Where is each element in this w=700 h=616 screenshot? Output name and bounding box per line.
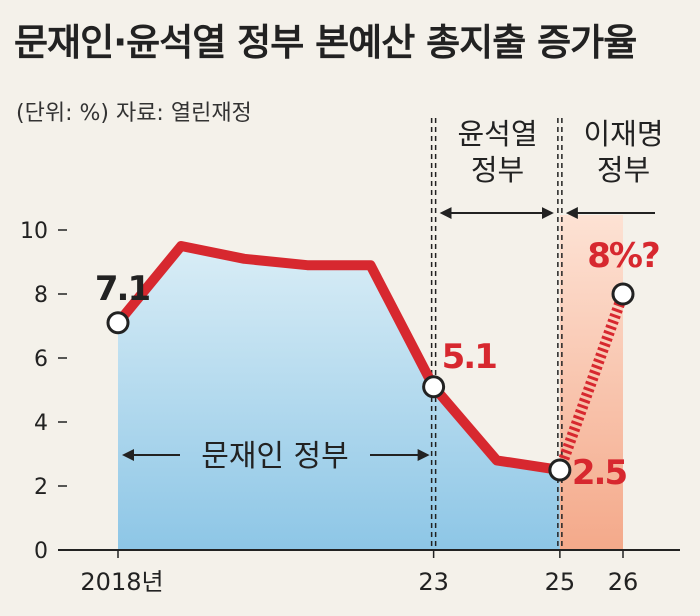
y-tick-label-4: 4 (34, 411, 48, 436)
chart-subtitle: (단위: %) 자료: 열린재정 (16, 101, 252, 126)
area-fill-orange (559, 215, 623, 550)
lee-gov-label-line1: 이재명 (583, 117, 664, 151)
y-tick-label-8: 8 (34, 283, 48, 308)
moon-gov-label: 문재인 정부 (201, 439, 349, 474)
yoon-gov-label: 윤석열 정부 (440, 116, 555, 188)
lee-gov-label: 이재명 정부 (566, 116, 681, 188)
x-axis-ticks: 2018년 23 25 26 (80, 550, 638, 596)
data-marker-2 (548, 458, 572, 482)
x-tick-label-0: 2018년 (80, 568, 163, 596)
yoon-gov-label-line2: 정부 (470, 153, 525, 187)
y-axis: 0 2 4 6 8 10 (20, 219, 680, 564)
x-tick-label-3: 26 (608, 568, 639, 596)
x-tick-label-2: 25 (545, 568, 576, 596)
data-marker-0 (106, 311, 130, 335)
period-arrows: 문재인 정부 (122, 207, 655, 474)
y-tick-label-6: 6 (34, 347, 48, 372)
data-marker-3 (611, 282, 635, 306)
x-tick-label-1: 23 (418, 568, 449, 596)
point-label-1: 5.1 (442, 337, 497, 377)
series-line-1 (554, 292, 629, 472)
point-label-3: 8%? (587, 236, 659, 276)
moon-gov-arrow: 문재인 정부 (122, 439, 430, 474)
y-tick-label-10: 10 (20, 219, 48, 244)
data-markers (106, 282, 635, 482)
data-labels: 7.1 5.1 2.5 8%? (95, 236, 661, 493)
point-label-2: 2.5 (572, 453, 627, 493)
lee-gov-label-line2: 정부 (596, 153, 651, 187)
chart-title: 문재인·윤석열 정부 본예산 총지출 증가율 (14, 21, 637, 64)
y-tick-label-2: 2 (34, 475, 48, 500)
point-label-0: 7.1 (95, 269, 150, 309)
period-backgrounds (118, 215, 623, 550)
area-fill-blue (118, 246, 560, 550)
series-line-0 (113, 241, 565, 475)
data-marker-1 (422, 375, 446, 399)
y-tick-label-0: 0 (34, 539, 48, 564)
data-lines (113, 241, 629, 475)
yoon-gov-label-line1: 윤석열 (457, 117, 538, 151)
